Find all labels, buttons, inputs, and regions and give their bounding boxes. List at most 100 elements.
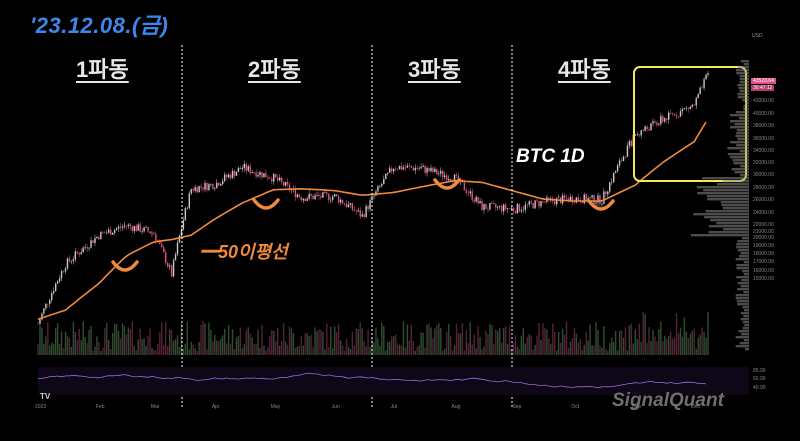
volume-bar (39, 324, 41, 355)
candle-body (271, 178, 273, 182)
volume-bar (333, 326, 336, 355)
candle-body (634, 134, 637, 136)
candle-body (471, 191, 473, 200)
volume-bar (58, 343, 61, 355)
candle-body (477, 196, 479, 204)
y-tick-label: 19000.00 (753, 243, 774, 249)
candle-body (622, 156, 625, 162)
candle-body (630, 140, 633, 147)
candle-body (206, 182, 208, 191)
candle-body (485, 204, 487, 210)
volume-bar (632, 343, 635, 355)
volume-bar (689, 334, 692, 355)
profile-bar (733, 162, 749, 165)
candle-body (212, 184, 214, 190)
profile-bar (735, 135, 749, 138)
volume-bar (80, 340, 82, 355)
volume-bar (155, 350, 157, 355)
candle-body (540, 201, 542, 207)
volume-bar (74, 331, 77, 355)
profile-bar (743, 273, 749, 276)
candle-body (88, 247, 90, 249)
y-tick-label: 42000.00 (753, 98, 774, 104)
volume-bar (408, 340, 411, 355)
candle-body (80, 252, 82, 255)
volume-bar (630, 323, 633, 355)
ma-touch-smile (111, 260, 139, 272)
profile-bar (736, 72, 749, 75)
volume-bar (685, 331, 688, 355)
candle-body (170, 265, 173, 277)
volume-profile (690, 60, 749, 351)
profile-bar (709, 225, 749, 228)
candle-body (257, 175, 259, 177)
volume-bar (314, 327, 316, 355)
volume-bar (109, 348, 112, 355)
candle-body (282, 181, 285, 186)
volume-bar (229, 344, 232, 355)
volume-bar (127, 327, 130, 355)
volume-bar (487, 334, 489, 355)
candle-body (92, 240, 94, 244)
volume-bar (227, 325, 230, 355)
candle-body (481, 201, 483, 211)
candle-body (548, 197, 550, 199)
profile-bar (729, 114, 749, 117)
volume-bar (646, 343, 648, 355)
volume-bar (392, 336, 395, 355)
volume-bar (406, 324, 409, 355)
volume-bar (544, 327, 546, 355)
profile-bar (744, 309, 749, 312)
candle-body (662, 116, 664, 122)
candle-body (306, 198, 308, 202)
candle-body (39, 319, 41, 324)
volume-bar (567, 347, 570, 355)
candle-body (695, 98, 697, 106)
candle-body (593, 195, 595, 204)
candle-body (227, 174, 230, 178)
candle-body (626, 145, 629, 157)
candle-body (163, 247, 165, 253)
volume-bar (275, 341, 277, 355)
volume-bar (440, 327, 442, 355)
volume-bar (552, 323, 554, 355)
volume-bar (206, 349, 208, 355)
volume-bar (628, 325, 631, 355)
volume-bar (328, 346, 330, 355)
volume-bar (361, 328, 363, 355)
volume-bar (88, 330, 90, 355)
volume-bar (66, 336, 69, 355)
candle-body (693, 104, 695, 106)
x-tick-label: 2023 (35, 404, 47, 410)
volume-bar (542, 323, 544, 355)
profile-bar (705, 210, 749, 213)
volume-bar (310, 335, 312, 355)
profile-bar (742, 270, 749, 273)
candle-body (518, 204, 521, 212)
profile-bar (744, 324, 749, 327)
volume-bar (216, 340, 218, 355)
candle-body (225, 174, 228, 178)
volume-bar (485, 330, 487, 355)
candle-body (66, 258, 69, 269)
volume-bar (571, 338, 574, 355)
candle-body (607, 191, 609, 195)
profile-bar (736, 276, 749, 279)
volume-bar (595, 322, 597, 355)
candle-body (479, 201, 481, 204)
profile-bar (738, 330, 749, 333)
volume-bar (581, 349, 583, 355)
volume-bar (603, 325, 605, 355)
profile-bar (735, 297, 749, 300)
volume-bar (241, 348, 244, 355)
volume-bar (434, 328, 436, 355)
profile-bar (736, 132, 749, 135)
candle-body (636, 134, 638, 136)
candle-body (408, 165, 411, 167)
volume-bar (471, 344, 473, 355)
candle-body (563, 195, 566, 198)
volume-bar (194, 348, 196, 355)
profile-bar (743, 108, 749, 111)
volume-bar (601, 347, 603, 355)
candle-body (614, 171, 617, 174)
